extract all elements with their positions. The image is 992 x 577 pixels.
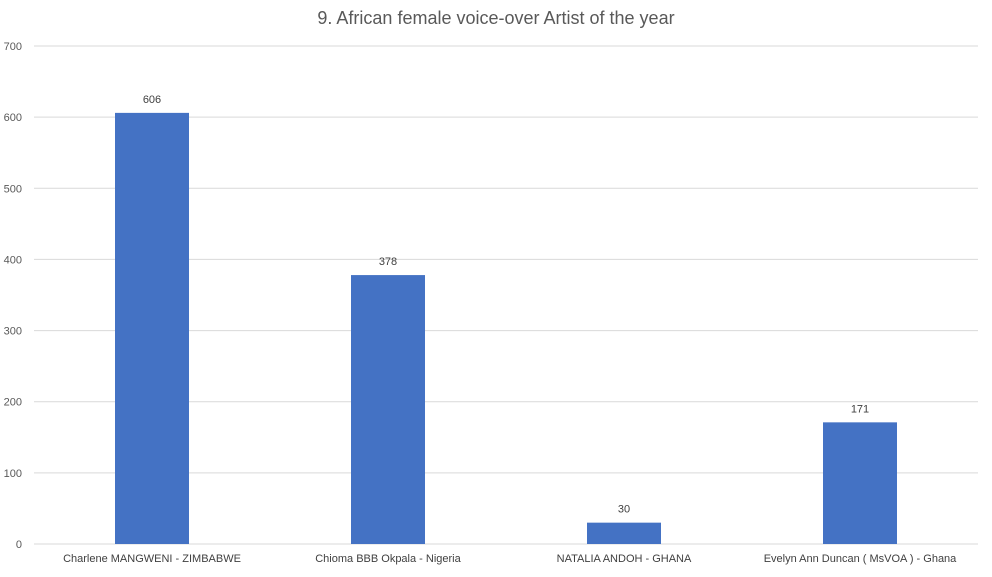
y-tick-label: 300	[4, 326, 22, 338]
chart-title: 9. African female voice-over Artist of t…	[317, 8, 675, 28]
category-label: Evelyn Ann Duncan ( MsVOA ) - Ghana	[764, 553, 957, 565]
y-tick-label: 200	[4, 397, 22, 409]
data-label: 171	[851, 403, 869, 415]
data-label: 30	[618, 504, 630, 516]
bar	[351, 275, 425, 544]
bar	[823, 422, 897, 544]
bar	[115, 112, 189, 545]
y-tick-label: 600	[4, 112, 22, 124]
y-tick-label: 700	[4, 41, 22, 53]
category-label: Charlene MANGWENI - ZIMBABWE	[63, 553, 241, 565]
category-label: Chioma BBB Okpala - Nigeria	[315, 553, 461, 565]
y-tick-label: 400	[4, 254, 22, 266]
category-label: NATALIA ANDOH - GHANA	[557, 553, 692, 565]
y-tick-label: 500	[4, 183, 22, 195]
y-tick-label: 100	[4, 468, 22, 480]
data-label: 606	[143, 94, 161, 106]
bar	[587, 522, 661, 544]
y-tick-label: 0	[16, 539, 22, 551]
data-label: 378	[379, 256, 397, 268]
